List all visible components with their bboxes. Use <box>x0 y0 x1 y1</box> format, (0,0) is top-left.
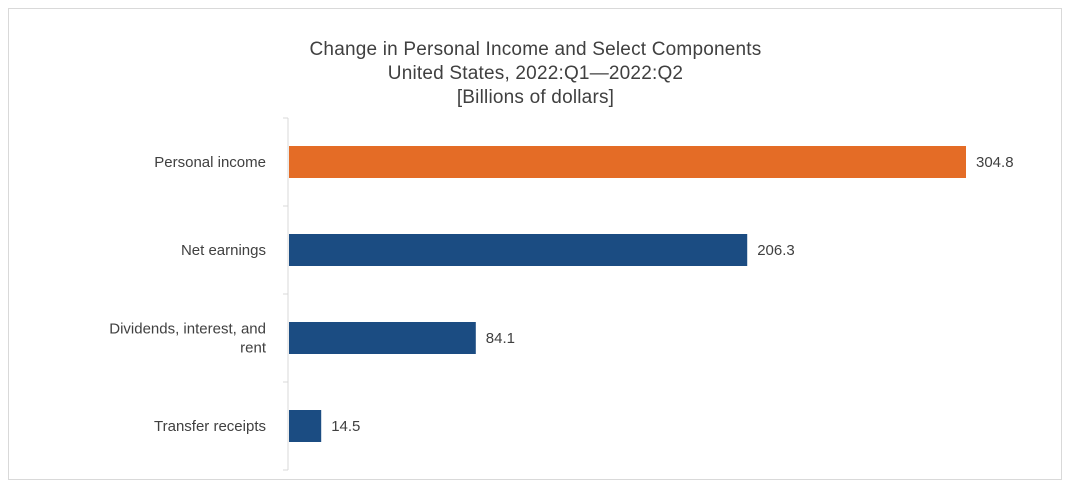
category-axis <box>283 117 289 471</box>
data-label: 14.5 <box>331 418 360 435</box>
category-label: Net earnings <box>181 242 266 259</box>
label-layer: 304.8 Personal income 206.3 Net earnings 84.… <box>109 154 1013 435</box>
category-label-line: Dividends, interest, and <box>109 321 266 338</box>
data-label: 206.3 <box>757 242 795 259</box>
bar <box>289 410 322 442</box>
bar <box>289 146 966 178</box>
data-label: 84.1 <box>486 330 515 347</box>
chart-title: Change in Personal Income and Select Com… <box>309 39 762 60</box>
bar-series <box>289 146 966 442</box>
bar <box>289 234 748 266</box>
category-label: Personal income <box>154 154 266 171</box>
category-label-line: rent <box>240 340 267 357</box>
data-label: 304.8 <box>976 154 1014 171</box>
chart-units: [Billions of dollars] <box>456 87 615 108</box>
category-label: Transfer receipts <box>154 418 266 435</box>
category-label-line: Transfer receipts <box>154 418 266 435</box>
category-label-line: Personal income <box>154 154 266 171</box>
bar <box>289 322 476 354</box>
category-label: Dividends, interest, and rent <box>109 321 267 357</box>
chart-title-block: Change in Personal Income and Select Com… <box>0 38 1071 110</box>
category-label-line: Net earnings <box>181 242 266 259</box>
chart-subtitle: United States, 2022:Q1—2022:Q2 <box>387 63 684 84</box>
